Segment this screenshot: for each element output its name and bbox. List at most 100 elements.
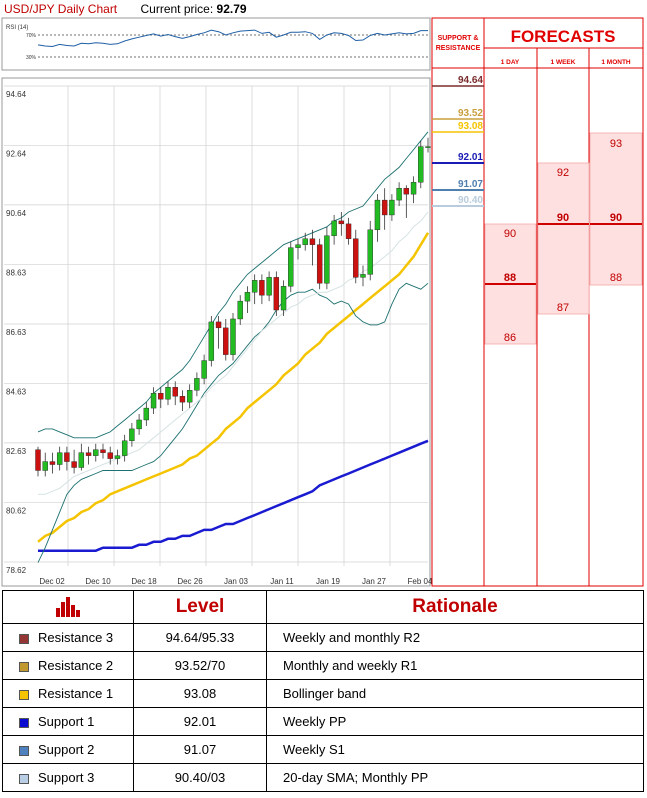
chart-header: USD/JPY Daily Chart Current price: 92.79 <box>0 0 430 18</box>
y-tick-label: 84.63 <box>6 387 27 396</box>
row-rationale: Weekly S1 <box>266 735 644 764</box>
bollinger-lower-line <box>37 282 429 563</box>
table-row: Support 3 90.40/03 20-day SMA; Monthly P… <box>2 763 644 792</box>
chart-title: USD/JPY Daily Chart <box>4 2 118 16</box>
row-name: Resistance 3 <box>38 630 114 645</box>
candle-body <box>309 238 316 245</box>
forecast-col-month: 1 MONTH <box>601 59 631 66</box>
candle-body <box>251 280 258 293</box>
forecast-col-day: 1 DAY <box>501 59 520 66</box>
x-tick-label: Dec 02 <box>39 577 65 586</box>
forecast-day-high: 90 <box>504 228 516 240</box>
current-price-value: 92.79 <box>216 2 247 16</box>
candle-body <box>100 449 106 453</box>
rsi-label: RSI (14) <box>6 25 28 31</box>
candle-body <box>114 455 121 459</box>
row-name: Support 2 <box>38 742 95 757</box>
forecast-month-high: 93 <box>610 138 622 150</box>
candle-body <box>316 244 323 284</box>
color-swatch <box>19 689 29 700</box>
sr-title: SUPPORT & RESISTANCE <box>435 35 481 52</box>
row-level: 92.01 <box>133 707 267 736</box>
table-row: Resistance 2 93.52/70 Monthly and weekly… <box>2 651 644 680</box>
candle-body <box>425 146 431 148</box>
candle-body <box>215 321 222 329</box>
candle-body <box>367 229 373 275</box>
candle-body <box>201 360 207 379</box>
ma-yellow-line <box>37 232 430 543</box>
candle-body <box>244 292 251 302</box>
forecast-week-upper-box <box>537 162 590 225</box>
forecast-week-high: 92 <box>557 167 569 179</box>
candle-body <box>410 182 417 195</box>
candle-body <box>345 223 352 239</box>
sr-level-label: 91.07 <box>458 179 483 190</box>
candle-body <box>230 318 236 355</box>
x-tick-label: Dec 10 <box>85 577 111 586</box>
bar-chart-icon <box>55 597 81 617</box>
candle-body <box>64 452 70 462</box>
table-row: Resistance 1 93.08 Bollinger band <box>2 679 644 708</box>
forecast-day-low: 86 <box>504 332 516 344</box>
candle-body <box>121 440 128 456</box>
candle-body <box>208 321 215 361</box>
table-row: Support 1 92.01 Weekly PP <box>2 707 644 736</box>
row-rationale: Bollinger band <box>266 679 644 708</box>
levels-table: Level Rationale Resistance 3 94.64/95.33… <box>2 590 644 792</box>
y-axis-ticks: 94.64 92.64 90.64 88.63 86.63 84.63 82.63 80.62… <box>6 90 27 575</box>
candle-body <box>186 390 193 403</box>
candles <box>35 137 431 477</box>
row-level: 93.08 <box>133 679 267 708</box>
candle-body <box>85 452 92 456</box>
x-tick-label: Jan 19 <box>316 577 341 586</box>
candle-body <box>71 461 77 468</box>
forecast-col-week: 1 WEEK <box>551 59 576 66</box>
candle-body <box>49 461 56 465</box>
y-tick-label: 90.64 <box>6 209 27 218</box>
x-tick-label: Dec 26 <box>177 577 203 586</box>
row-level: 93.52/70 <box>133 651 267 680</box>
row-level: 94.64/95.33 <box>133 623 267 652</box>
table-row: Support 2 91.07 Weekly S1 <box>2 735 644 764</box>
row-rationale: Weekly PP <box>266 707 644 736</box>
sr-level-label: 94.64 <box>458 75 483 86</box>
candle-body <box>302 238 308 245</box>
candle-body <box>288 247 294 287</box>
candle-body <box>165 387 171 400</box>
candle-body <box>129 428 135 441</box>
forecast-panel: FORECASTS SUPPORT & RESISTANCE 1 DAY 1 W… <box>431 17 644 587</box>
x-tick-label: Feb 04 <box>408 577 433 586</box>
candle-body <box>107 452 113 459</box>
rsi-level-70: 70% <box>26 33 37 39</box>
x-tick-label: Dec 18 <box>131 577 157 586</box>
candle-body <box>78 452 85 468</box>
candle-body <box>396 188 402 201</box>
levels-table-header: Level Rationale <box>2 590 644 624</box>
candle-body <box>179 396 186 403</box>
y-tick-label: 92.64 <box>6 149 27 158</box>
x-tick-label: Jan 11 <box>270 577 294 586</box>
candle-body <box>136 419 142 430</box>
bollinger-upper-line <box>37 131 429 439</box>
candle-body <box>93 449 99 456</box>
y-tick-label: 80.62 <box>6 507 27 516</box>
sr-title-wrap: SUPPORT & RESISTANCE <box>435 35 481 52</box>
y-tick-label: 82.63 <box>6 447 27 456</box>
candle-body <box>353 238 359 278</box>
forecast-month-mid: 90 <box>610 212 622 224</box>
candle-body <box>56 452 63 465</box>
forecasts-title: FORECASTS <box>511 27 616 46</box>
color-swatch <box>19 745 29 756</box>
candle-body <box>280 286 287 311</box>
color-swatch <box>19 661 29 672</box>
forecast-day-lower-box <box>484 283 537 345</box>
row-name: Support 1 <box>38 714 95 729</box>
level-header: Level <box>133 590 267 624</box>
ma-blue-line <box>38 439 429 552</box>
sr-level-label: 93.52 <box>458 108 483 119</box>
candle-body <box>381 199 388 216</box>
candle-body <box>42 461 48 471</box>
bar-chart-icon-cell <box>2 590 134 624</box>
row-rationale: Weekly and monthly R2 <box>266 623 644 652</box>
candle-body <box>266 277 272 296</box>
